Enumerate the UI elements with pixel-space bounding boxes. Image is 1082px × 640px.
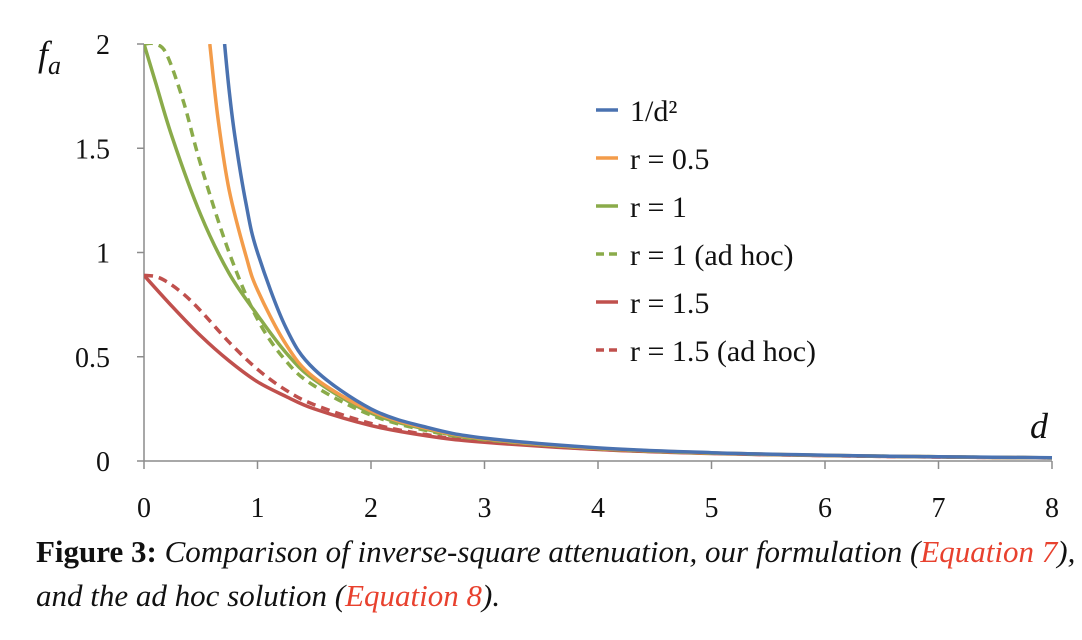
chart-axes xyxy=(137,43,1053,469)
chart-series xyxy=(144,44,1053,460)
series-line-r-1-ad-hoc xyxy=(144,44,1053,460)
x-tick-label: 7 xyxy=(932,493,946,524)
x-tick-label: 0 xyxy=(137,493,151,524)
caption-text-3: ). xyxy=(482,578,501,613)
attenuation-chart: 0 1 2 3 4 5 6 7 8 0 0.5 1 1.5 2 fa d 1/d² r = 0.5 r = 1 r … xyxy=(38,30,1059,524)
series-line-r-1 xyxy=(144,44,1053,460)
y-tick-label: 1 xyxy=(96,239,110,270)
series-line-1-d xyxy=(222,44,1053,460)
y-tick-label: 0 xyxy=(96,447,110,478)
caption-equation-8-link[interactable]: Equation 8 xyxy=(345,578,483,613)
y-tick-label: 2 xyxy=(96,30,110,61)
x-tick-label: 8 xyxy=(1045,493,1059,524)
x-tick-label: 4 xyxy=(591,493,605,524)
caption-text-2: ), and the ad hoc solution ( xyxy=(36,534,1076,613)
legend-label: r = 1 xyxy=(630,191,687,224)
caption-text-1: Comparison of inverse-square attenuation… xyxy=(156,534,921,569)
x-tick-label: 6 xyxy=(818,493,832,524)
chart-legend: 1/d² r = 0.5 r = 1 r = 1 (ad hoc) r = 1.5 r =… xyxy=(596,95,816,368)
y-tick-label: 1.5 xyxy=(75,134,110,165)
x-tick-label: 1 xyxy=(251,493,265,524)
figure-caption: Figure 3: Comparison of inverse-square a… xyxy=(36,530,1076,618)
x-tick-label: 5 xyxy=(705,493,719,524)
legend-label: r = 1.5 xyxy=(630,287,709,320)
chart-labels: 0 1 2 3 4 5 6 7 8 0 0.5 1 1.5 2 fa d xyxy=(38,30,1059,524)
y-tick-label: 0.5 xyxy=(75,343,110,374)
caption-equation-7-link[interactable]: Equation 7 xyxy=(920,534,1058,569)
legend-label: r = 1.5 (ad hoc) xyxy=(630,335,816,368)
legend-label: 1/d² xyxy=(630,95,677,128)
x-tick-label: 3 xyxy=(478,493,492,524)
legend-label: r = 1 (ad hoc) xyxy=(630,239,794,272)
legend-label: r = 0.5 xyxy=(630,143,709,176)
x-axis-title: d xyxy=(1030,406,1049,446)
x-tick-label: 2 xyxy=(364,493,378,524)
caption-figure-label: Figure 3: xyxy=(36,534,157,569)
y-axis-title: fa xyxy=(38,34,61,80)
y-axis-title-subscript: a xyxy=(48,51,61,80)
